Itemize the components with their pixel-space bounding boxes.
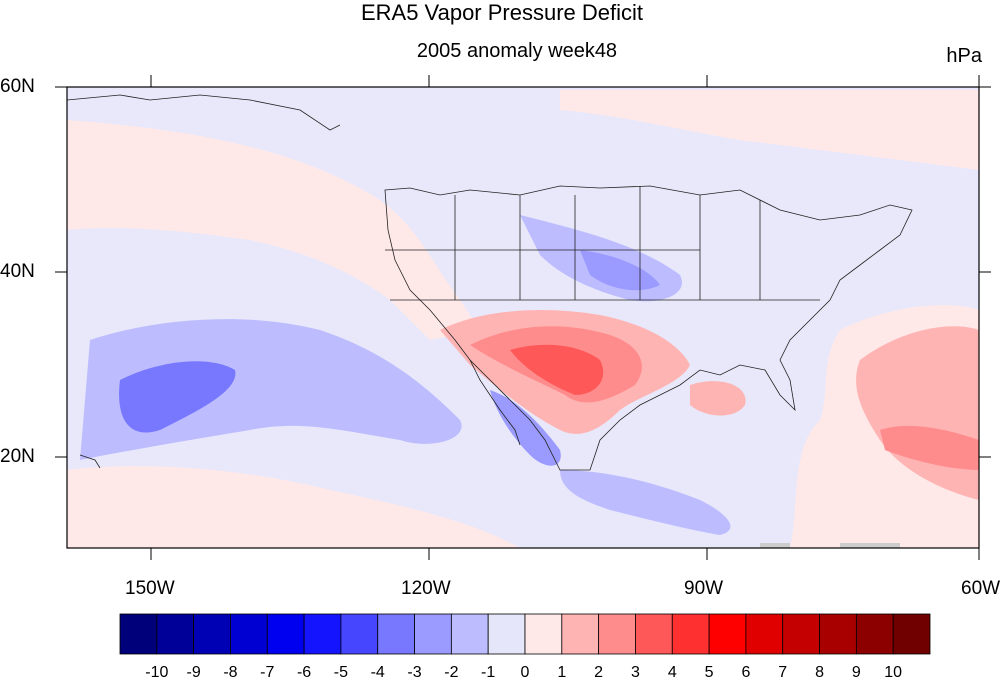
colorbar-swatch <box>414 613 452 655</box>
region-pos-pacific <box>67 120 480 340</box>
colorbar-swatch <box>708 613 747 655</box>
colorbar-swatch <box>782 613 820 655</box>
colorbar-swatch <box>671 613 710 655</box>
colorbar-swatch <box>819 613 857 655</box>
region-neg-pacific <box>80 319 462 460</box>
region-neg-pacific-core <box>119 361 236 433</box>
colorbar-tick-label: 6 <box>741 664 751 681</box>
colorbar-swatch <box>266 613 305 655</box>
coastlines <box>67 94 913 471</box>
colorbar-tick-label: -4 <box>370 664 385 681</box>
lon-label-90w: 90W <box>684 578 724 599</box>
colorbar-tick-label: -3 <box>407 664 422 681</box>
colorbar-swatch <box>377 613 415 655</box>
axis-ticks <box>55 75 991 560</box>
region-pos-texas-core <box>510 344 604 395</box>
colorbar-tick-label: 4 <box>667 664 677 681</box>
colorbar-swatch <box>524 613 563 655</box>
units-label: hPa <box>946 45 982 67</box>
anomaly-field <box>67 87 979 548</box>
colorbar-tick-label: 10 <box>884 664 903 681</box>
colorbar-swatch <box>156 613 195 655</box>
colorbar-tick-label: -2 <box>444 664 459 681</box>
colorbar-tick-label: -9 <box>186 664 201 681</box>
colorbar-tick-label: -8 <box>223 664 238 681</box>
colorbar-swatch <box>598 613 636 655</box>
colorbar-tick-label: 0 <box>520 664 530 681</box>
lat-label-20n: 20N <box>0 446 35 467</box>
map-subtitle: 2005 anomaly week48 <box>416 40 618 62</box>
colorbar-swatch <box>855 613 894 655</box>
map-title: ERA5 Vapor Pressure Deficit <box>360 0 644 25</box>
colorbar-swatch <box>487 613 526 655</box>
colorbar-tick-label: 7 <box>778 664 788 681</box>
colorbar-swatch <box>561 613 600 655</box>
colorbar-tick-label: 3 <box>631 664 640 681</box>
region-pos-tropics <box>67 466 520 548</box>
colorbar-tick-label: -5 <box>333 664 349 681</box>
region-pos-north <box>560 90 979 170</box>
colorbar-tick-label: -10 <box>145 664 169 681</box>
lon-label-120w: 120W <box>401 578 451 599</box>
colorbar-swatch <box>193 613 231 655</box>
colorbar-tick-label: -6 <box>296 664 312 681</box>
colorbar-swatch <box>635 613 673 655</box>
region-neg-baja <box>490 390 561 466</box>
colorbar-swatch <box>119 613 158 655</box>
colorbar-tick-label: 9 <box>851 664 861 681</box>
colorbar-tick-label: 8 <box>815 664 824 681</box>
region-pos-gulf <box>690 381 746 416</box>
region-pos-atlantic-core <box>880 425 979 470</box>
colorbar-tick-label: 5 <box>704 664 714 681</box>
lon-label-150w: 150W <box>125 578 175 599</box>
map-frame <box>66 86 980 549</box>
colorbar-swatch <box>745 613 784 655</box>
colorbar-swatch <box>230 613 268 655</box>
colorbar-tick-label: 2 <box>594 664 604 681</box>
colorbar-tick-label: -7 <box>260 664 275 681</box>
colorbar-swatch <box>340 613 379 655</box>
lon-label-60w: 60W <box>961 578 1001 599</box>
lat-label-40n: 40N <box>0 261 35 282</box>
colorbar-swatch <box>450 613 489 655</box>
lat-label-60n: 60N <box>0 76 35 97</box>
colorbar-swatch <box>892 613 931 655</box>
colorbar-tick-label: 1 <box>557 664 567 681</box>
colorbar-swatch <box>303 613 342 655</box>
region-neg-central-america <box>560 470 731 535</box>
colorbar-tick-label: -1 <box>481 664 496 681</box>
